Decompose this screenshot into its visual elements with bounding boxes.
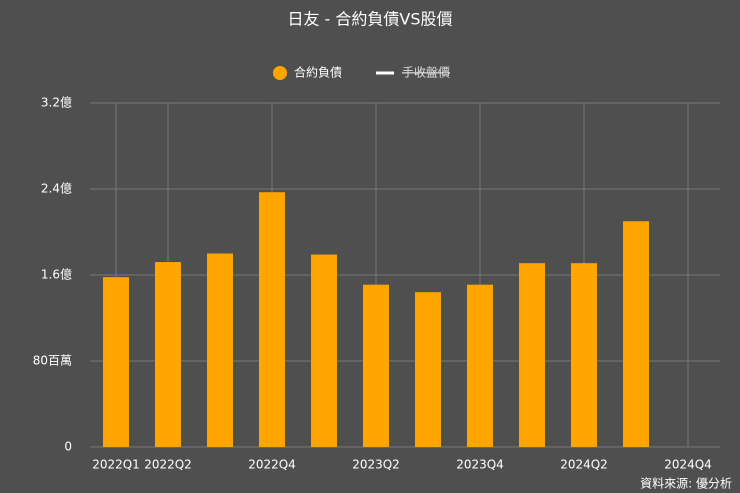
bar xyxy=(623,221,649,447)
bar xyxy=(311,254,337,447)
legend-label: 合約負債 xyxy=(294,65,342,80)
y-tick-label: 2.4億 xyxy=(41,182,72,196)
x-tick-label: 2023Q4 xyxy=(456,458,504,472)
y-tick-label: 3.2億 xyxy=(41,96,72,110)
bar xyxy=(363,284,389,447)
y-tick-label: 80百萬 xyxy=(33,354,72,368)
y-tick-label: 0 xyxy=(64,440,72,454)
bar xyxy=(259,192,285,447)
x-tick-label: 2024Q4 xyxy=(664,458,712,472)
bar xyxy=(155,262,181,447)
legend-marker xyxy=(273,66,287,80)
x-tick-label: 2023Q2 xyxy=(352,458,400,472)
legend-label: 手收盤價 xyxy=(402,66,450,80)
x-tick-label: 2022Q1 xyxy=(92,458,140,472)
x-tick-label: 2024Q2 xyxy=(560,458,608,472)
source-note: 資料來源: 優分析 xyxy=(640,477,732,491)
y-tick-label: 1.6億 xyxy=(41,268,72,282)
bar xyxy=(207,253,233,447)
x-tick-label: 2022Q4 xyxy=(248,458,296,472)
chart-title: 日友 - 合約負債VS股價 xyxy=(287,10,452,29)
bar xyxy=(519,263,545,447)
bar xyxy=(467,284,493,447)
x-tick-label: 2022Q2 xyxy=(144,458,192,472)
bar xyxy=(415,292,441,447)
bar xyxy=(571,263,597,447)
bar xyxy=(103,277,129,447)
